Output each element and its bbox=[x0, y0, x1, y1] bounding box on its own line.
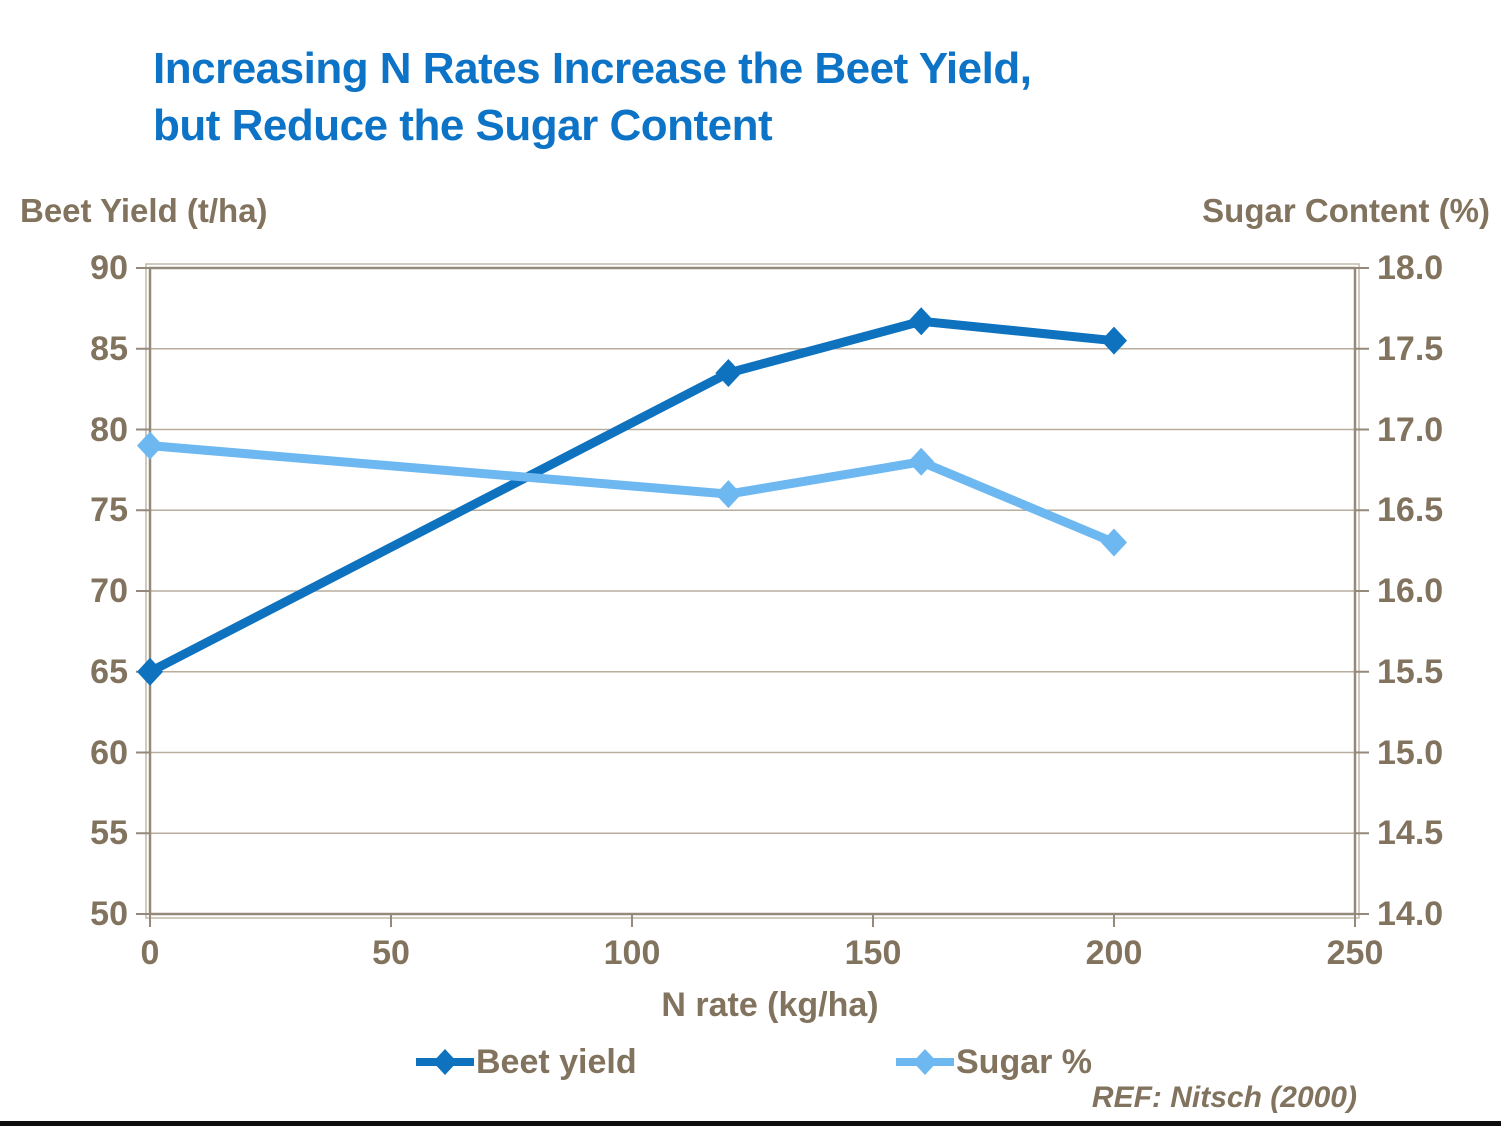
beet-yield-legend-marker-icon bbox=[413, 1046, 477, 1078]
y-left-tick-label: 85 bbox=[90, 329, 128, 368]
beet-yield-point-marker bbox=[1100, 326, 1128, 355]
y-left-tick-label: 60 bbox=[90, 733, 128, 772]
y-left-tick-label: 80 bbox=[90, 410, 128, 449]
sugar-point-marker bbox=[136, 431, 164, 460]
y-right-tick-label: 17.0 bbox=[1377, 410, 1444, 449]
legend-marker-canvas bbox=[893, 1049, 957, 1075]
x-tick-label: 50 bbox=[372, 934, 410, 972]
y-left-tick-label: 90 bbox=[90, 249, 128, 287]
chart-canvas bbox=[136, 263, 1369, 927]
chart-title-line2: but Reduce the Sugar Content bbox=[153, 101, 773, 150]
chart-title: Increasing N Rates Increase the Beet Yie… bbox=[153, 40, 1353, 154]
legend-marker-canvas bbox=[413, 1049, 477, 1075]
y-right-tick-label: 14.0 bbox=[1377, 895, 1444, 933]
legend-item-sugar: Sugar % bbox=[893, 1040, 1093, 1084]
legend-label-beet-yield: Beet yield bbox=[476, 1043, 637, 1081]
y-right-tick-label: 16.5 bbox=[1377, 491, 1444, 530]
x-tick-label: 150 bbox=[844, 934, 902, 972]
sugar-point-marker bbox=[1100, 528, 1128, 557]
beet-yield-point-marker bbox=[715, 358, 742, 387]
y-right-tick-label: 17.5 bbox=[1377, 329, 1444, 368]
y-left-tick-label: 50 bbox=[90, 895, 128, 933]
left-axis-header: Beet Yield (t/ha) bbox=[20, 192, 268, 229]
y-left-tick-label: 65 bbox=[90, 652, 128, 691]
x-tick-label: 250 bbox=[1326, 934, 1384, 972]
right-axis-header: Sugar Content (%) bbox=[1202, 192, 1490, 229]
x-tick-label: 100 bbox=[603, 934, 661, 972]
legend-marker-diamond bbox=[432, 1049, 458, 1075]
y-left-tick-label: 55 bbox=[90, 814, 128, 853]
sugar-line bbox=[149, 441, 1116, 547]
y-right-tick-label: 15.5 bbox=[1377, 652, 1444, 691]
y-left-tick-label: 70 bbox=[90, 572, 128, 610]
y-left-tick-label: 75 bbox=[90, 491, 128, 530]
x-tick-label: 0 bbox=[140, 934, 160, 972]
y-right-tick-label: 14.5 bbox=[1377, 814, 1444, 853]
beet-yield-point-marker bbox=[908, 307, 935, 336]
sugar-point-marker bbox=[715, 480, 742, 509]
y-right-tick-label: 15.0 bbox=[1377, 733, 1444, 772]
sugar-legend-marker-icon bbox=[893, 1046, 957, 1078]
sugar-point-marker bbox=[908, 447, 935, 476]
beet-yield-line bbox=[147, 316, 1115, 676]
x-axis-title: N rate (kg/ha) bbox=[661, 986, 879, 1024]
beet-yield-point-marker bbox=[136, 657, 164, 686]
x-tick-label: 200 bbox=[1085, 934, 1143, 972]
legend-item-beet-yield: Beet yield bbox=[413, 1040, 637, 1084]
bottom-bar bbox=[0, 1121, 1501, 1126]
plot-area: 90 85 80 75 70 65 60 55 50 18.0 17.5 17.0 16.5 16.0 15… bbox=[90, 249, 1443, 972]
chart-title-line1: Increasing N Rates Increase the Beet Yie… bbox=[153, 44, 1032, 93]
legend-label-sugar: Sugar % bbox=[956, 1043, 1093, 1081]
reference-text: REF: Nitsch (2000) bbox=[1091, 1081, 1357, 1114]
y-right-tick-label: 16.0 bbox=[1377, 572, 1444, 610]
legend-marker-diamond bbox=[912, 1049, 938, 1075]
y-right-tick-label: 18.0 bbox=[1377, 249, 1444, 287]
